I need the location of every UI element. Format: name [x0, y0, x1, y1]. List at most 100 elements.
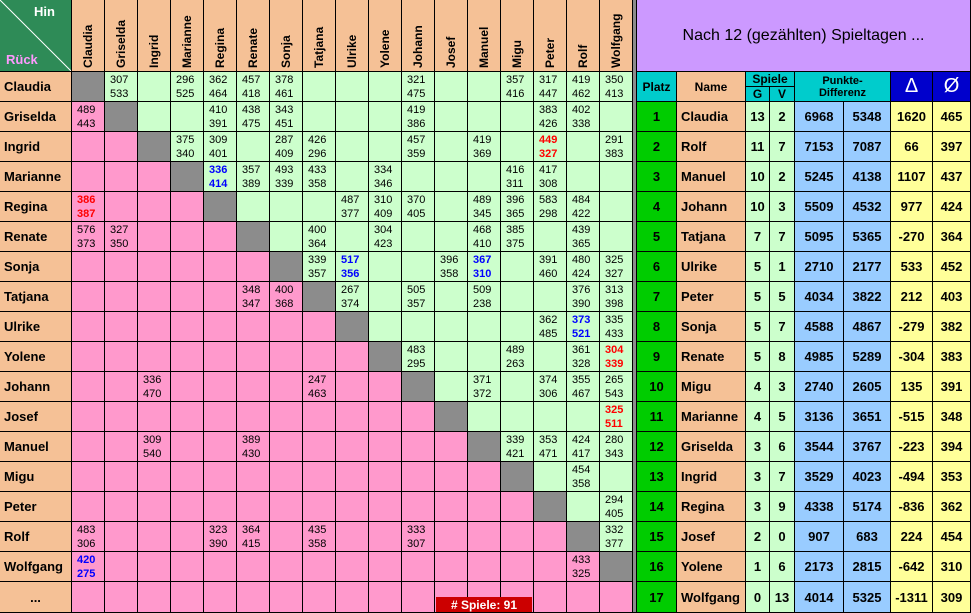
score-cell: 493 339 — [270, 162, 303, 192]
score-value: 296 525 — [176, 74, 195, 100]
header-spiele: Spiele — [746, 72, 795, 87]
score-cell — [336, 492, 369, 522]
score-cell: 383 426 — [534, 102, 567, 132]
score-cell: 323 390 — [204, 522, 237, 552]
header-v: V — [770, 87, 795, 102]
losses-cell: 9 — [770, 492, 795, 522]
diagonal-cell — [468, 432, 501, 462]
score-cell — [369, 252, 402, 282]
score-cell: 317 447 — [534, 72, 567, 102]
score-cell — [501, 402, 534, 432]
losses-cell: 2 — [770, 162, 795, 192]
column-header: Sonja — [270, 0, 303, 72]
score-cell — [369, 282, 402, 312]
score-cell — [501, 372, 534, 402]
score-cell — [402, 582, 435, 613]
row-header: Migu — [0, 462, 72, 492]
column-header-label: Griselda — [114, 19, 128, 68]
score-value: 489 263 — [506, 344, 525, 370]
score-cell: 280 343 — [600, 432, 633, 462]
score-cell: 333 307 — [402, 522, 435, 552]
losses-cell: 13 — [770, 582, 795, 613]
score-value: 426 296 — [308, 134, 327, 160]
score-cell — [534, 222, 567, 252]
rueck-label: Rück — [6, 52, 38, 67]
row-header: Renate — [0, 222, 72, 252]
score-value: 517 356 — [341, 254, 360, 280]
score-cell: 325 327 — [600, 252, 633, 282]
points-against-cell: 3822 — [844, 282, 891, 312]
score-value: 396 358 — [440, 254, 459, 280]
diagonal-cell — [270, 252, 303, 282]
rank-cell: 4 — [637, 192, 677, 222]
score-value: 400 364 — [308, 224, 327, 250]
column-header: Peter — [534, 0, 567, 72]
losses-cell: 3 — [770, 192, 795, 222]
wins-cell: 5 — [746, 342, 770, 372]
score-cell — [204, 552, 237, 582]
wins-cell: 11 — [746, 132, 770, 162]
score-cell — [435, 462, 468, 492]
score-value: 332 377 — [605, 524, 624, 550]
name-cell: Regina — [677, 492, 746, 522]
score-cell — [468, 462, 501, 492]
score-cell — [468, 552, 501, 582]
score-cell — [270, 372, 303, 402]
score-value: 489 443 — [77, 104, 96, 130]
score-cell — [501, 552, 534, 582]
losses-cell: 7 — [770, 462, 795, 492]
score-cell — [303, 72, 336, 102]
score-cell — [336, 582, 369, 613]
points-against-cell: 7087 — [844, 132, 891, 162]
wins-cell: 7 — [746, 222, 770, 252]
column-header-label: Ulrike — [345, 34, 359, 68]
score-cell — [204, 342, 237, 372]
score-cell — [435, 132, 468, 162]
column-header-label: Claudia — [81, 24, 95, 68]
score-cell — [435, 222, 468, 252]
points-for-cell: 4034 — [795, 282, 844, 312]
score-value: 323 390 — [209, 524, 228, 550]
score-cell — [138, 402, 171, 432]
score-cell: 376 390 — [567, 282, 600, 312]
score-cell — [72, 132, 105, 162]
score-cell — [270, 522, 303, 552]
column-header: Wolfgang — [600, 0, 633, 72]
score-cell — [105, 522, 138, 552]
score-cell: 362 464 — [204, 72, 237, 102]
points-for-cell: 4588 — [795, 312, 844, 342]
score-cell: 247 463 — [303, 372, 336, 402]
score-cell — [435, 282, 468, 312]
score-cell — [72, 462, 105, 492]
score-cell — [270, 582, 303, 613]
score-cell: 339 357 — [303, 252, 336, 282]
score-value: 493 339 — [275, 164, 294, 190]
score-cell — [171, 252, 204, 282]
score-cell — [105, 132, 138, 162]
losses-cell: 7 — [770, 222, 795, 252]
score-cell: 400 364 — [303, 222, 336, 252]
delta-cell: 977 — [891, 192, 933, 222]
score-cell: 509 238 — [468, 282, 501, 312]
points-against-cell: 5174 — [844, 492, 891, 522]
diagonal-cell — [171, 162, 204, 192]
delta-cell: 1107 — [891, 162, 933, 192]
score-cell — [402, 552, 435, 582]
score-cell — [72, 582, 105, 613]
name-cell: Migu — [677, 372, 746, 402]
average-cell: 394 — [933, 432, 971, 462]
score-cell — [402, 222, 435, 252]
score-cell — [171, 342, 204, 372]
points-for-cell: 5245 — [795, 162, 844, 192]
score-cell — [501, 102, 534, 132]
score-cell — [468, 102, 501, 132]
score-value: 367 310 — [473, 254, 492, 280]
score-cell — [171, 192, 204, 222]
diagonal-cell — [501, 462, 534, 492]
score-value: 353 471 — [539, 434, 558, 460]
score-value: 304 423 — [374, 224, 393, 250]
wins-cell: 0 — [746, 582, 770, 613]
score-cell: 336 414 — [204, 162, 237, 192]
points-against-cell: 3767 — [844, 432, 891, 462]
score-cell: 396 358 — [435, 252, 468, 282]
